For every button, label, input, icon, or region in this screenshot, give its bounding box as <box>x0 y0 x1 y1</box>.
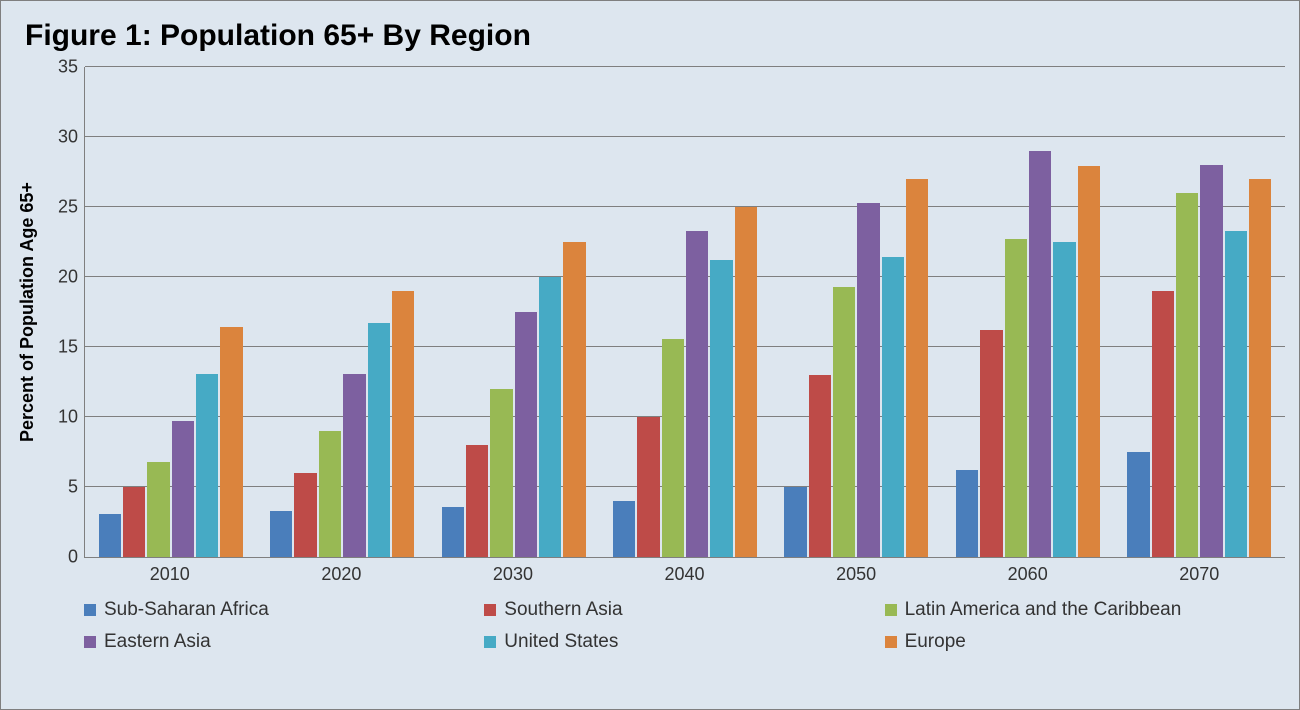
chart-container: Figure 1: Population 65+ By Region Perce… <box>0 0 1300 710</box>
bar <box>956 470 978 557</box>
y-tick-label: 35 <box>58 57 78 78</box>
plot-area <box>84 67 1285 558</box>
bar <box>368 323 390 557</box>
legend-item: Sub-Saharan Africa <box>84 599 484 621</box>
bar <box>270 511 292 557</box>
x-tick-label: 2050 <box>770 564 942 585</box>
legend-swatch <box>484 636 496 648</box>
legend-swatch <box>885 604 897 616</box>
y-tick-label: 0 <box>68 547 78 568</box>
bars <box>613 67 757 557</box>
bar-group <box>85 67 256 557</box>
y-tick-label: 25 <box>58 197 78 218</box>
below-plot: 2010202020302040205020602070 Sub-Saharan… <box>84 564 1285 653</box>
bar <box>196 374 218 557</box>
bar-group <box>428 67 599 557</box>
y-tick-label: 15 <box>58 337 78 358</box>
bar <box>686 231 708 557</box>
bar <box>1152 291 1174 557</box>
bar-group <box>771 67 942 557</box>
legend-item: Eastern Asia <box>84 631 484 653</box>
bar <box>882 257 904 557</box>
bar <box>809 375 831 557</box>
bar-group <box>942 67 1113 557</box>
bar-group <box>1114 67 1285 557</box>
y-tick-label: 10 <box>58 407 78 428</box>
legend-label: Europe <box>905 631 966 653</box>
y-tick-label: 5 <box>68 477 78 498</box>
bar <box>735 207 757 557</box>
legend-item: Southern Asia <box>484 599 884 621</box>
bar <box>220 327 242 557</box>
legend-item: Europe <box>885 631 1285 653</box>
bar <box>1005 239 1027 557</box>
y-tick-label: 30 <box>58 127 78 148</box>
x-tick-label: 2060 <box>942 564 1114 585</box>
bar <box>980 330 1002 557</box>
bar <box>1225 231 1247 557</box>
bar <box>442 507 464 557</box>
plot-wrap: Percent of Population Age 65+ 0510152025… <box>15 67 1285 558</box>
x-tick-label: 2020 <box>256 564 428 585</box>
bar <box>539 277 561 557</box>
legend-label: Sub-Saharan Africa <box>104 599 269 621</box>
bar <box>172 421 194 557</box>
y-axis-label: Percent of Population Age 65+ <box>15 67 40 558</box>
x-tick-label: 2070 <box>1113 564 1285 585</box>
bar <box>319 431 341 557</box>
y-axis-ticks: 05101520253035 <box>40 67 84 557</box>
bar <box>1176 193 1198 557</box>
bar <box>294 473 316 557</box>
legend: Sub-Saharan Africa Southern Asia Latin Ame… <box>84 599 1285 653</box>
bar <box>392 291 414 557</box>
bar <box>147 462 169 557</box>
bar <box>613 501 635 557</box>
bar <box>637 417 659 557</box>
bar <box>710 260 732 557</box>
bar <box>1053 242 1075 557</box>
bar <box>784 487 806 557</box>
bars <box>99 67 243 557</box>
bar <box>490 389 512 557</box>
x-axis: 2010202020302040205020602070 <box>84 564 1285 585</box>
bar <box>466 445 488 557</box>
bars <box>1127 67 1271 557</box>
bar <box>857 203 879 557</box>
bar <box>1127 452 1149 557</box>
bar-groups <box>85 67 1285 557</box>
bar <box>99 514 121 557</box>
bar <box>1249 179 1271 557</box>
legend-swatch <box>885 636 897 648</box>
bar <box>1029 151 1051 557</box>
bar-group <box>599 67 770 557</box>
bar <box>123 487 145 557</box>
bar <box>1200 165 1222 557</box>
bar <box>343 374 365 557</box>
x-tick-label: 2040 <box>599 564 771 585</box>
bar-group <box>256 67 427 557</box>
legend-item: Latin America and the Caribbean <box>885 599 1285 621</box>
bars <box>270 67 414 557</box>
legend-label: United States <box>504 631 618 653</box>
legend-label: Southern Asia <box>504 599 622 621</box>
x-tick-label: 2030 <box>427 564 599 585</box>
bar <box>563 242 585 557</box>
bars <box>442 67 586 557</box>
bar <box>662 339 684 557</box>
y-tick-label: 20 <box>58 267 78 288</box>
legend-swatch <box>484 604 496 616</box>
bar <box>833 287 855 557</box>
bar <box>906 179 928 557</box>
bar <box>515 312 537 557</box>
legend-label: Latin America and the Caribbean <box>905 599 1182 621</box>
legend-item: United States <box>484 631 884 653</box>
x-tick-label: 2010 <box>84 564 256 585</box>
legend-swatch <box>84 636 96 648</box>
bars <box>784 67 928 557</box>
bars <box>956 67 1100 557</box>
chart-title: Figure 1: Population 65+ By Region <box>15 13 1285 67</box>
legend-swatch <box>84 604 96 616</box>
bar <box>1078 166 1100 557</box>
legend-label: Eastern Asia <box>104 631 211 653</box>
